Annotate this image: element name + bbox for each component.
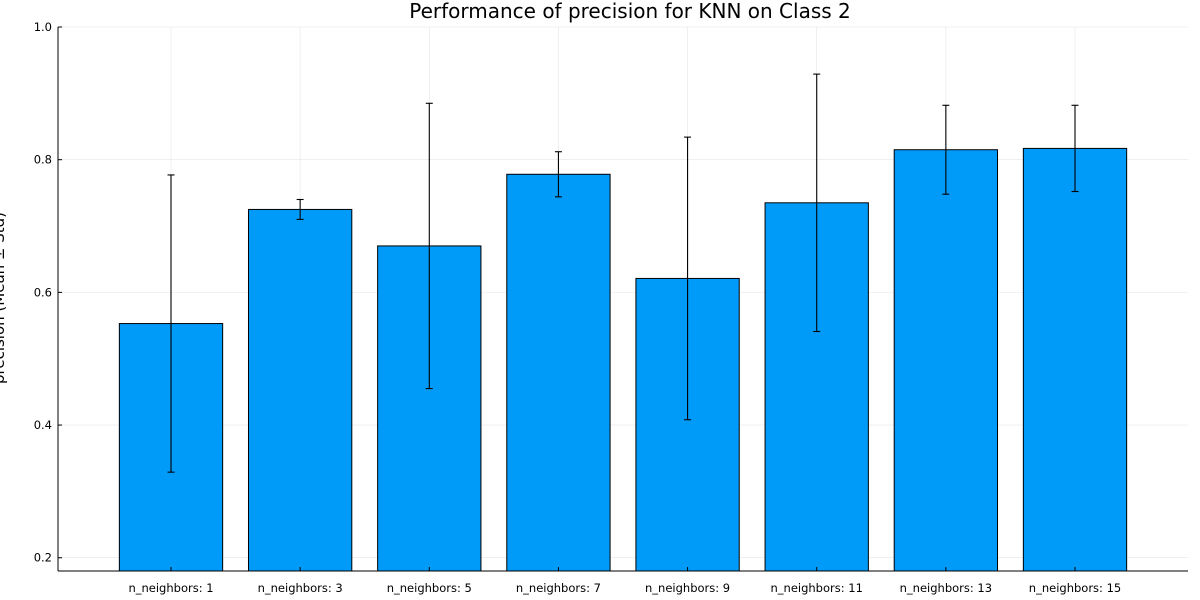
grid-layer — [58, 26, 1188, 571]
bar — [247, 208, 353, 572]
axis-layer — [57, 26, 1188, 572]
bar — [893, 149, 999, 572]
y-axis-label: precision (Mean ± Std) — [0, 212, 8, 384]
x-tick-label: n_neighbors: 5 — [387, 581, 472, 595]
y-tick-label: 0.6 — [34, 285, 52, 299]
errorbar-layer — [167, 73, 1079, 473]
y-tick-label: 0.2 — [34, 551, 52, 565]
x-tick-label: n_neighbors: 1 — [128, 581, 213, 595]
x-tick-label: n_neighbors: 13 — [900, 581, 992, 595]
x-tick-label: n_neighbors: 3 — [258, 581, 343, 595]
tick-label-layer: 0.2 0.4 0.6 0.8 1.0 n_neighbors: 1 n_neighbors… — [34, 20, 1122, 595]
chart-title: Performance of precision for KNN on Clas… — [409, 0, 851, 23]
y-tick-label: 0.8 — [34, 153, 52, 167]
bar-layer — [118, 147, 1128, 572]
x-tick-label: n_neighbors: 15 — [1029, 581, 1121, 595]
y-tick-label: 0.4 — [34, 418, 52, 432]
x-tick-label: n_neighbors: 7 — [516, 581, 601, 595]
bar — [506, 173, 611, 572]
y-tick-label: 1.0 — [34, 20, 52, 34]
x-tick-label: n_neighbors: 11 — [771, 581, 863, 595]
x-tick-label: n_neighbors: 9 — [645, 581, 730, 595]
bar — [1022, 147, 1128, 572]
